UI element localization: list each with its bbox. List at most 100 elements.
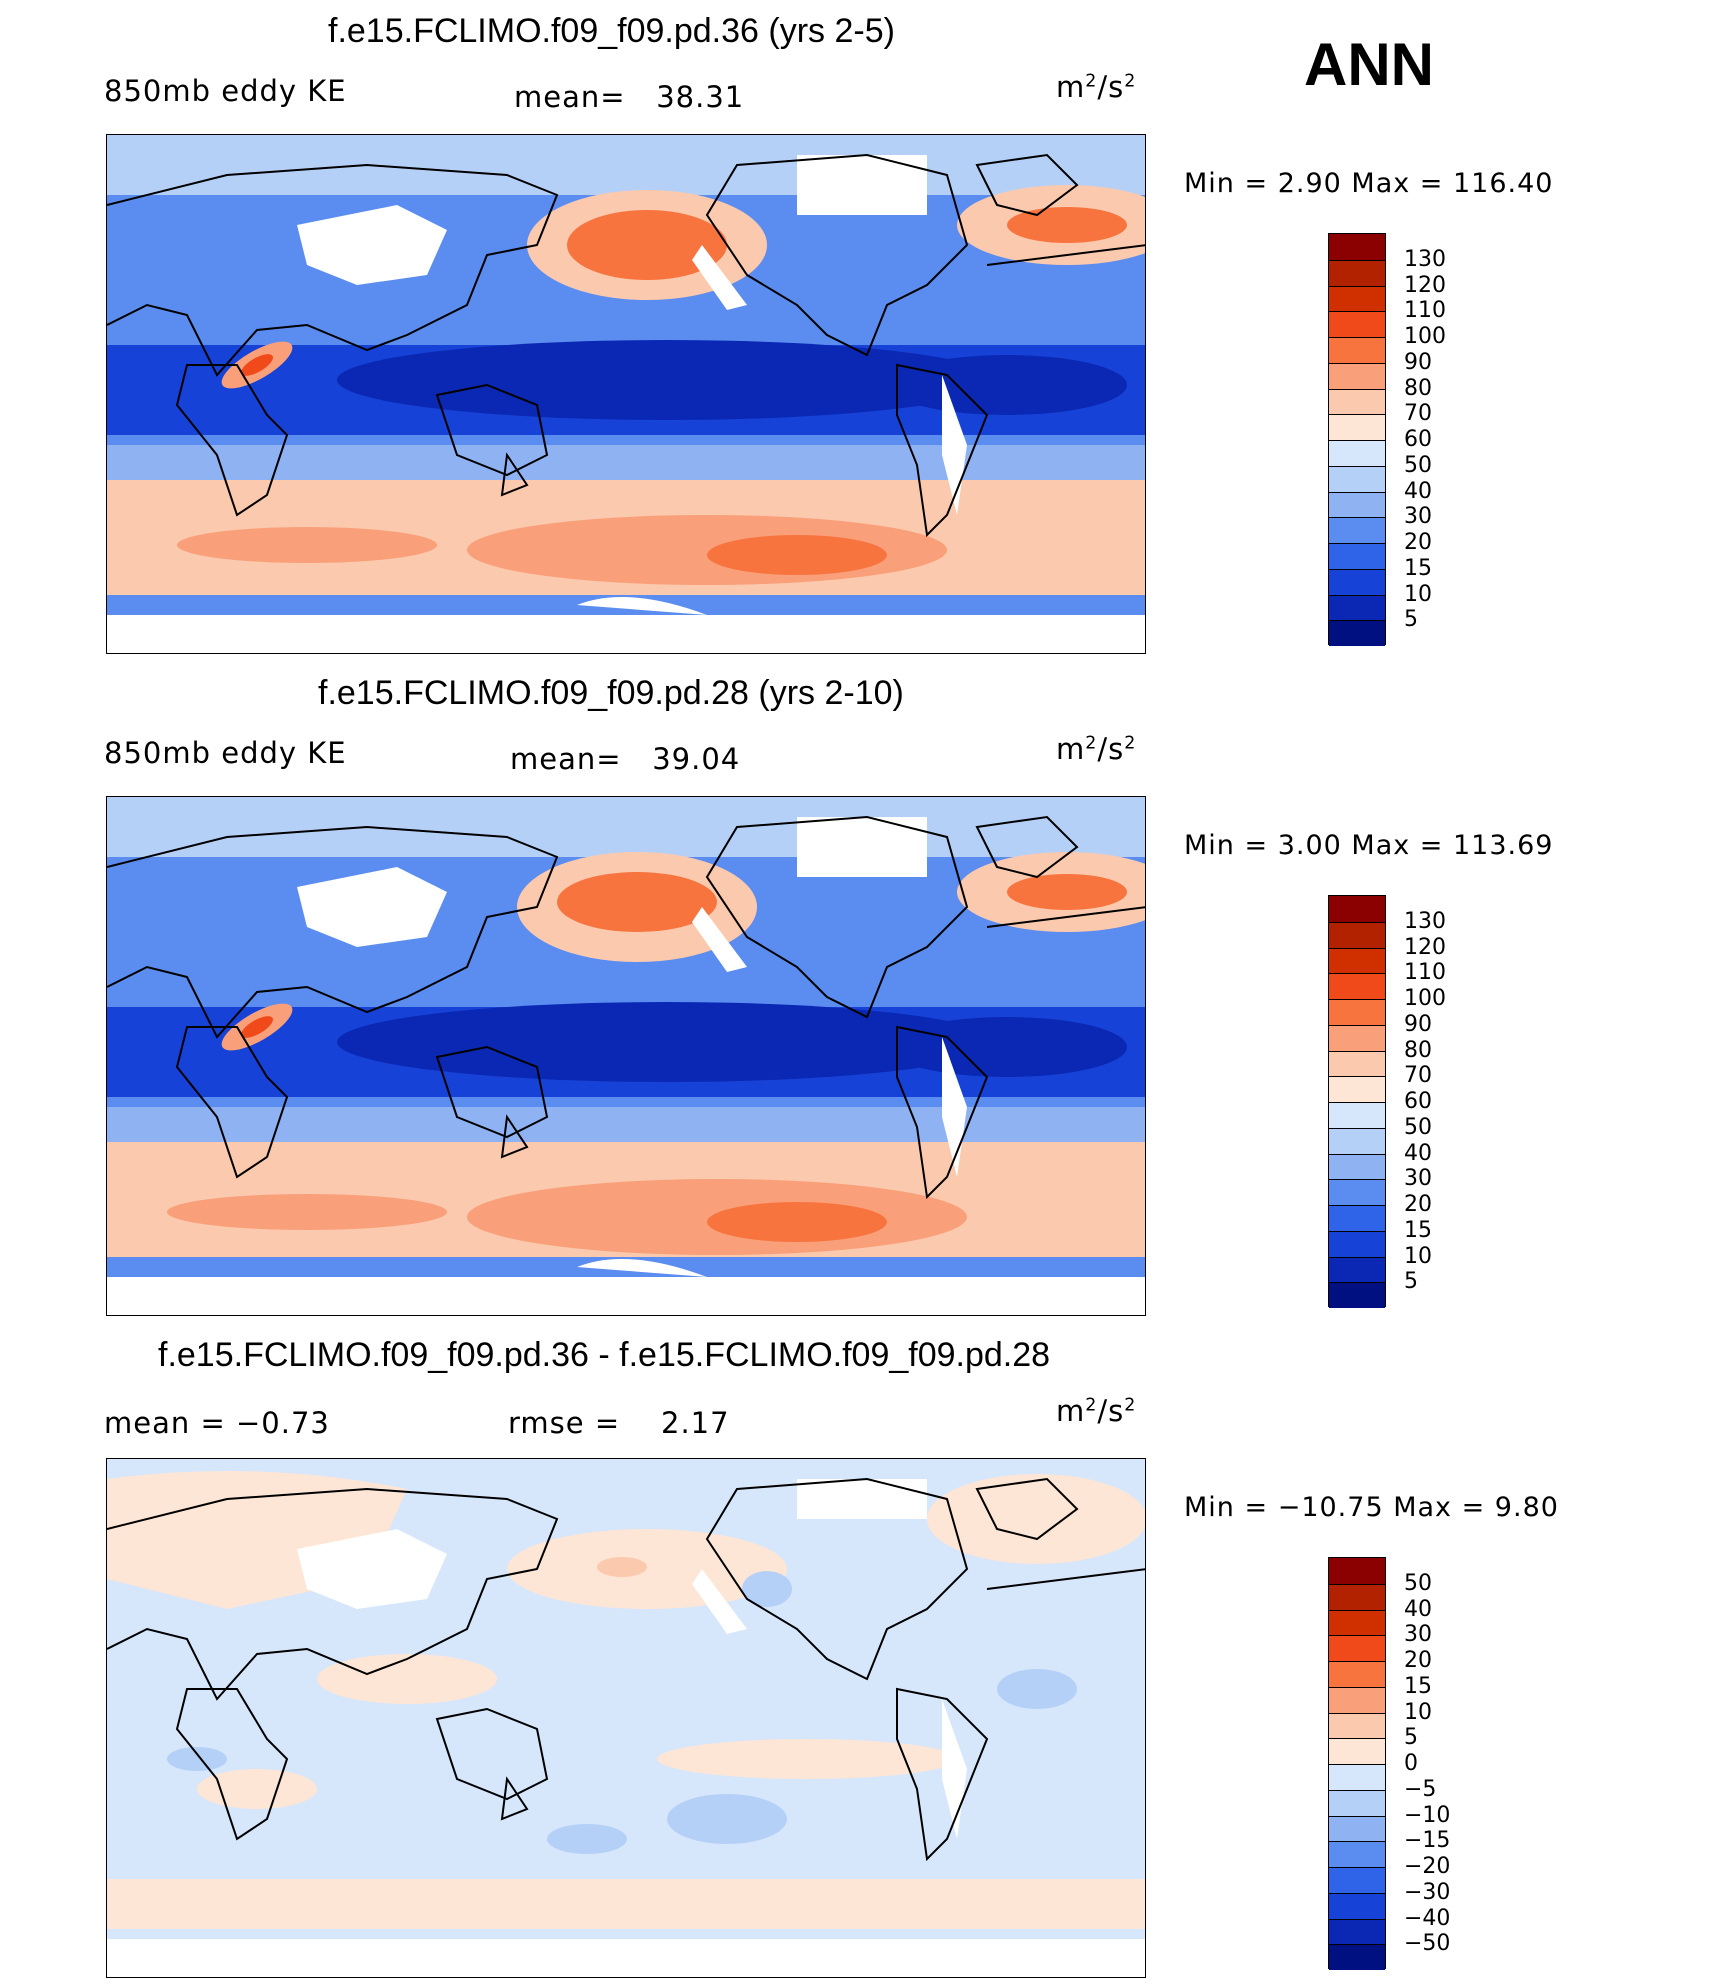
colorbar-swatch <box>1329 337 1385 363</box>
colorbar-label: 100 <box>1404 324 1446 349</box>
colorbar-label: 20 <box>1404 1192 1432 1217</box>
colorbar-label: 10 <box>1404 1243 1432 1269</box>
panel-1-minmax: Min = 2.90 Max = 116.40 <box>1184 168 1554 199</box>
panel-3-units: m2/s2 <box>1056 1394 1137 1428</box>
colorbar-label: −15 <box>1404 1828 1451 1854</box>
panel-2-minmax: Min = 3.00 Max = 113.69 <box>1184 830 1554 861</box>
colorbar-label: 110 <box>1404 298 1446 324</box>
colorbar-swatch <box>1329 1558 1385 1584</box>
colorbar-swatch <box>1329 1661 1385 1687</box>
panel-3-rmse-label: rmse = 2.17 <box>508 1406 730 1440</box>
colorbar-swatch <box>1329 1127 1385 1154</box>
colorbar-label: 0 <box>1404 1751 1418 1776</box>
colorbar-label: 50 <box>1404 452 1432 478</box>
colorbar-label: 130 <box>1404 246 1446 272</box>
colorbar-frame <box>1328 233 1386 646</box>
panel-1-map <box>106 134 1146 654</box>
colorbar-label: 30 <box>1404 1166 1432 1192</box>
colorbar-swatch <box>1329 1583 1385 1610</box>
colorbar-swatch <box>1329 1609 1385 1636</box>
colorbar-swatch <box>1329 1789 1385 1816</box>
colorbar-label: −10 <box>1404 1802 1451 1828</box>
colorbar-label: 80 <box>1404 1037 1432 1063</box>
panel-1-units: m2/s2 <box>1056 70 1137 104</box>
panel-3-minmax: Min = −10.75 Max = 9.80 <box>1184 1492 1559 1523</box>
panel-3-mean-label: mean = −0.73 <box>104 1406 330 1440</box>
colorbar-swatch <box>1329 285 1385 312</box>
panel-3-colorbar: 50 40 30 20 15 10 5 0 −5 −10 −15 −20 −30 −40 −50 <box>1328 1557 1450 1970</box>
colorbar-label: 50 <box>1404 1114 1432 1140</box>
panel-3-map <box>106 1458 1146 1978</box>
colorbar-label: 120 <box>1404 272 1446 298</box>
colorbar-swatch <box>1329 1686 1385 1713</box>
colorbar-label: 40 <box>1404 1596 1432 1622</box>
colorbar-label: −50 <box>1404 1931 1451 1957</box>
colorbar-swatch <box>1329 1841 1385 1867</box>
colorbar-swatch <box>1329 973 1385 999</box>
panel-1-title: f.e15.FCLIMO.f09_f09.pd.36 (yrs 2-5) <box>328 12 895 50</box>
colorbar-swatch <box>1329 999 1385 1025</box>
colorbar-swatch <box>1329 1205 1385 1231</box>
colorbar-swatch <box>1329 620 1385 646</box>
panel-2-mean-value: 39.04 <box>652 742 741 776</box>
colorbar-swatch <box>1329 1153 1385 1180</box>
colorbar-swatch <box>1329 388 1385 415</box>
colorbar-label: 20 <box>1404 530 1432 555</box>
colorbar-label: −40 <box>1404 1905 1451 1931</box>
colorbar-label: 15 <box>1404 1217 1432 1243</box>
colorbar-swatch <box>1329 491 1385 518</box>
colorbar-label: 40 <box>1404 478 1432 504</box>
panel-2-colorbar: 130 120 110 100 90 80 70 60 50 40 30 20 15 10 5 <box>1328 895 1446 1308</box>
colorbar-label: 40 <box>1404 1140 1432 1166</box>
colorbar-label: 110 <box>1404 960 1446 986</box>
colorbar-label: 10 <box>1404 581 1432 607</box>
colorbar-label: 90 <box>1404 1011 1432 1037</box>
colorbar-swatch <box>1329 362 1385 389</box>
colorbar-frame <box>1328 895 1386 1308</box>
colorbar-swatch <box>1329 1179 1385 1205</box>
colorbar-label: 60 <box>1404 427 1432 452</box>
colorbar-swatch <box>1329 517 1385 543</box>
panel-2-map <box>106 796 1146 1316</box>
colorbar-swatch <box>1329 896 1385 922</box>
panel-2-units: m2/s2 <box>1056 732 1137 766</box>
colorbar-swatch <box>1329 1892 1385 1919</box>
colorbar-swatch <box>1329 1230 1385 1257</box>
panel-1-mean-value: 38.31 <box>656 80 745 114</box>
colorbar-swatch <box>1329 1102 1385 1128</box>
colorbar-label: 70 <box>1404 401 1432 427</box>
colorbar-swatch <box>1329 543 1385 569</box>
colorbar-label: 70 <box>1404 1063 1432 1089</box>
panel-1-variable-label: 850mb eddy KE <box>104 74 347 108</box>
colorbar-swatch <box>1329 259 1385 286</box>
colorbar-label: 20 <box>1404 1648 1432 1673</box>
panel-1-mean-label: mean= 38.31 <box>514 80 745 114</box>
colorbar-swatch <box>1329 1815 1385 1842</box>
colorbar-swatch <box>1329 1076 1385 1102</box>
colorbar-label: 100 <box>1404 986 1446 1011</box>
colorbar-label: 15 <box>1404 555 1432 581</box>
colorbar-label: 120 <box>1404 934 1446 960</box>
colorbar-swatch <box>1329 594 1385 621</box>
colorbar-label: 5 <box>1404 1725 1418 1751</box>
colorbar-swatch <box>1329 234 1385 260</box>
panel-2-title: f.e15.FCLIMO.f09_f09.pd.28 (yrs 2-10) <box>318 674 904 712</box>
colorbar-swatch <box>1329 311 1385 337</box>
panel-2-mean-label: mean= 39.04 <box>510 742 741 776</box>
colorbar-swatch <box>1329 1712 1385 1739</box>
colorbar-label: 15 <box>1404 1673 1432 1699</box>
colorbar-label: −20 <box>1404 1854 1451 1879</box>
colorbar-swatch <box>1329 414 1385 440</box>
colorbar-label: 30 <box>1404 1622 1432 1648</box>
colorbar-label: 50 <box>1404 1570 1432 1596</box>
colorbar-label: 5 <box>1404 607 1418 633</box>
panel-3-title: f.e15.FCLIMO.f09_f09.pd.36 - f.e15.FCLIM… <box>158 1336 1051 1374</box>
colorbar-swatch <box>1329 465 1385 492</box>
colorbar-label: 130 <box>1404 908 1446 934</box>
colorbar-swatch <box>1329 1256 1385 1283</box>
colorbar-swatch <box>1329 1764 1385 1790</box>
colorbar-swatch <box>1329 1918 1385 1945</box>
colorbar-swatch <box>1329 1050 1385 1077</box>
colorbar-frame <box>1328 1557 1386 1970</box>
colorbar-label: 30 <box>1404 504 1432 530</box>
